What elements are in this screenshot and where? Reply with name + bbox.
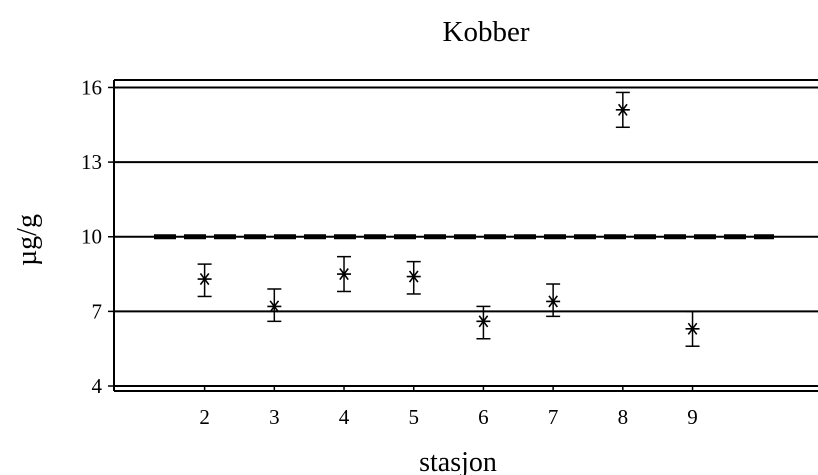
asterisk-marker-9	[685, 322, 700, 335]
data-point-6	[476, 305, 491, 340]
x-tick-label-2: 2	[199, 405, 210, 429]
y-tick-label-13: 13	[81, 150, 102, 174]
data-point-8	[615, 91, 630, 129]
data-points	[197, 91, 700, 347]
asterisk-marker-3	[267, 300, 282, 313]
x-tick-label-4: 4	[339, 405, 350, 429]
y-tick-label-4: 4	[92, 374, 103, 398]
y-axis-label: µg/g	[12, 214, 43, 266]
y-tick-label-10: 10	[81, 225, 102, 249]
data-point-2	[197, 263, 212, 298]
y-tick-label-16: 16	[81, 75, 102, 99]
chart-title: Kobber	[443, 16, 530, 48]
asterisk-marker-5	[406, 270, 421, 283]
data-point-4	[337, 255, 352, 293]
x-axis-label: stasjon	[419, 447, 497, 475]
data-point-3	[267, 288, 282, 323]
x-tick-label-5: 5	[408, 405, 419, 429]
x-tick-label-6: 6	[478, 405, 489, 429]
x-tick-label-3: 3	[269, 405, 280, 429]
x-tick-label-7: 7	[548, 405, 559, 429]
plot-frame	[113, 79, 818, 392]
asterisk-marker-6	[476, 315, 491, 328]
asterisk-marker-8	[615, 103, 630, 116]
asterisk-marker-4	[337, 267, 352, 281]
y-tick-label-7: 7	[92, 299, 103, 323]
asterisk-marker-7	[546, 295, 561, 308]
data-point-9	[685, 310, 700, 347]
data-point-5	[406, 260, 421, 295]
asterisk-marker-2	[197, 272, 212, 286]
y-axis-ticks: 4 7 10 13 16	[81, 75, 114, 398]
x-axis-ticks: 2 3 4 5 6 7 8 9	[199, 385, 698, 429]
data-point-7	[546, 283, 561, 318]
x-tick-label-9: 9	[687, 405, 698, 429]
x-tick-label-8: 8	[618, 405, 629, 429]
